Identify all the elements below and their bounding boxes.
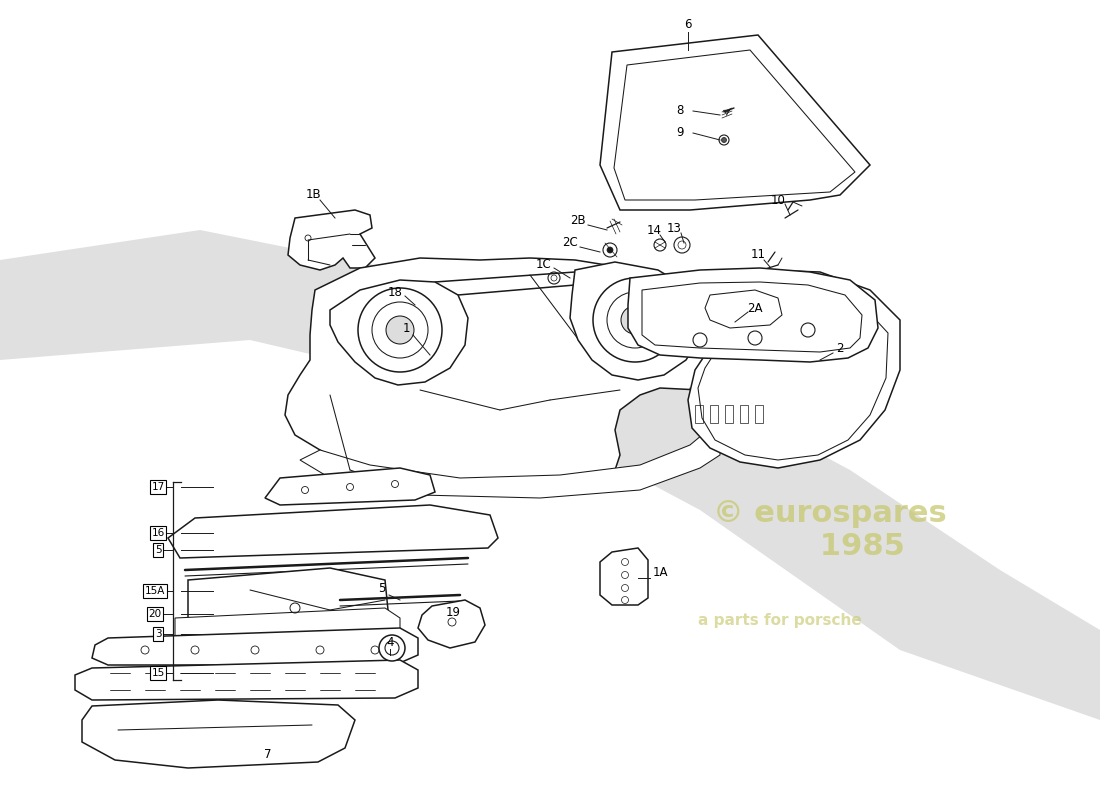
Polygon shape (265, 468, 434, 505)
Polygon shape (628, 268, 878, 362)
Text: a parts for porsche: a parts for porsche (698, 613, 862, 627)
Text: 9: 9 (676, 126, 684, 139)
Text: 14: 14 (647, 223, 661, 237)
Text: 5: 5 (155, 545, 162, 555)
Text: 1A: 1A (652, 566, 668, 579)
Circle shape (607, 247, 613, 253)
Polygon shape (418, 600, 485, 648)
Circle shape (379, 635, 405, 661)
Text: 5: 5 (378, 582, 386, 595)
Text: 18: 18 (387, 286, 403, 298)
Polygon shape (600, 35, 870, 210)
Text: 19: 19 (446, 606, 461, 618)
Circle shape (621, 306, 649, 334)
Polygon shape (0, 230, 1100, 720)
Circle shape (408, 300, 418, 310)
Circle shape (358, 288, 442, 372)
Text: 15A: 15A (145, 586, 165, 596)
Text: 13: 13 (667, 222, 681, 234)
Bar (755, 405, 763, 423)
Text: 2C: 2C (562, 237, 578, 250)
Bar (725, 405, 733, 423)
Bar (710, 405, 718, 423)
Text: 1: 1 (403, 322, 409, 334)
Circle shape (386, 316, 414, 344)
Text: 3: 3 (155, 629, 162, 639)
Polygon shape (92, 628, 418, 665)
Bar (695, 405, 703, 423)
Bar (740, 405, 748, 423)
Circle shape (607, 292, 663, 348)
Text: 16: 16 (152, 528, 165, 538)
Polygon shape (688, 270, 900, 468)
Text: 17: 17 (152, 482, 165, 492)
Text: 1B: 1B (305, 189, 321, 202)
Polygon shape (285, 258, 770, 492)
Polygon shape (82, 700, 355, 768)
Text: 2A: 2A (747, 302, 762, 314)
Text: 2B: 2B (570, 214, 586, 226)
Circle shape (719, 135, 729, 145)
Text: 15: 15 (152, 668, 165, 678)
Polygon shape (288, 210, 375, 270)
Circle shape (593, 278, 676, 362)
Polygon shape (188, 568, 388, 638)
Circle shape (722, 138, 726, 142)
Text: 11: 11 (750, 249, 766, 262)
Text: 20: 20 (148, 609, 162, 619)
Polygon shape (168, 505, 498, 558)
Circle shape (404, 296, 422, 314)
Circle shape (372, 302, 428, 358)
Polygon shape (705, 290, 782, 328)
Polygon shape (175, 608, 400, 638)
Text: © eurospares
      1985: © eurospares 1985 (713, 498, 947, 562)
Text: 6: 6 (684, 18, 692, 31)
Polygon shape (330, 280, 468, 385)
Polygon shape (300, 420, 720, 498)
Text: 1C: 1C (536, 258, 552, 271)
Text: 8: 8 (676, 105, 684, 118)
Polygon shape (570, 262, 702, 380)
Text: 4: 4 (386, 635, 394, 649)
Text: 2: 2 (836, 342, 844, 354)
Polygon shape (600, 548, 648, 605)
Text: 10: 10 (771, 194, 785, 206)
Text: 7: 7 (264, 749, 272, 762)
Polygon shape (75, 660, 418, 700)
